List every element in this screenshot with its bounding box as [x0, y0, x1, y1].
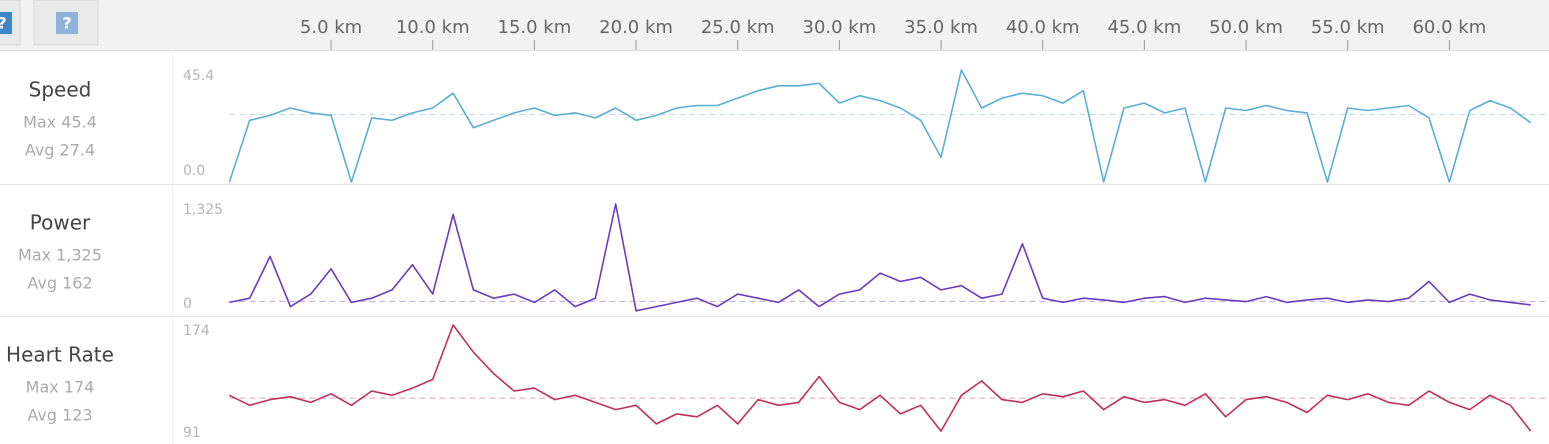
- avg-stat: Avg 123: [27, 406, 92, 425]
- x-tick-label: 30.0 km: [803, 17, 877, 38]
- avg-stat: Avg 27.4: [25, 141, 95, 160]
- help-glyph: ?: [0, 14, 7, 33]
- x-tick-label: 55.0 km: [1311, 17, 1385, 38]
- y-tick-label: 1,325: [183, 202, 223, 218]
- panel-name: Heart Rate: [6, 343, 114, 367]
- x-tick-label: 60.0 km: [1412, 17, 1486, 38]
- panel-name: Speed: [29, 78, 92, 102]
- x-tick-label: 20.0 km: [599, 17, 673, 38]
- help-glyph: ?: [62, 14, 71, 33]
- x-tick-label: 40.0 km: [1006, 17, 1080, 38]
- x-tick-label: 5.0 km: [300, 17, 362, 38]
- x-tick-label: 50.0 km: [1209, 17, 1283, 38]
- x-tick-label: 45.0 km: [1107, 17, 1181, 38]
- max-stat: Max 174: [26, 378, 95, 397]
- series-line: [229, 203, 1531, 312]
- x-tick-label: 25.0 km: [701, 17, 775, 38]
- y-tick-label: 45.4: [183, 68, 214, 84]
- y-tick-label: 174: [183, 323, 210, 339]
- y-tick-label: 0: [183, 296, 192, 312]
- panel-name: Power: [30, 211, 91, 235]
- series-line: [228, 69, 1532, 183]
- toolbar: [0, 0, 1549, 50]
- series-line: [229, 324, 1532, 432]
- y-tick-label: 91: [183, 425, 201, 441]
- avg-stat: Avg 162: [27, 274, 92, 293]
- x-tick-label: 35.0 km: [904, 17, 978, 38]
- help-icon: [0, 12, 12, 34]
- x-tick-label: 10.0 km: [396, 17, 470, 38]
- max-stat: Max 1,325: [18, 246, 102, 265]
- max-stat: Max 45.4: [23, 113, 97, 132]
- x-tick-label: 15.0 km: [498, 17, 572, 38]
- y-tick-label: 0.0: [183, 163, 205, 179]
- help-icon: [56, 12, 78, 34]
